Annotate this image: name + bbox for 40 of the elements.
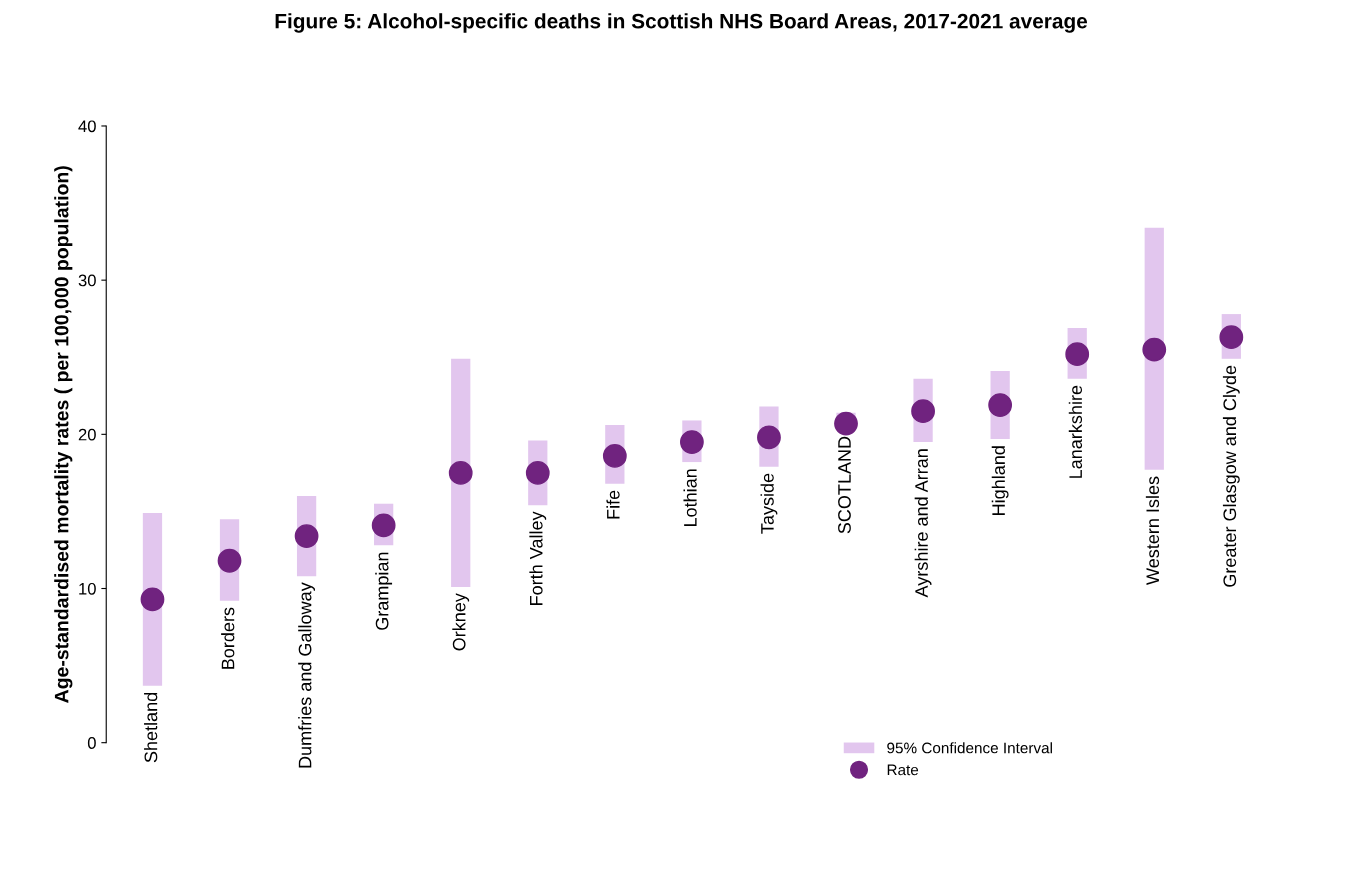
point	[140, 587, 165, 612]
point	[1219, 325, 1244, 350]
point	[217, 548, 242, 573]
y-tick-label: 20	[78, 428, 96, 441]
point	[602, 444, 627, 468]
x-tick-label: Lothian	[683, 469, 697, 526]
y-tick-label: 40	[78, 120, 96, 133]
point	[1065, 342, 1090, 367]
x-tick-label: SCOTLAND	[838, 436, 851, 534]
x-tick-label: Greater Glasgow and Clyde	[1222, 365, 1240, 587]
legend-label: Rate	[887, 764, 919, 776]
x-tick-label: Tayside	[760, 473, 778, 534]
point	[988, 393, 1013, 417]
x-tick-label: Borders	[221, 607, 235, 669]
point	[294, 524, 319, 548]
y-tick-label: 0	[87, 737, 96, 749]
point	[911, 399, 935, 424]
x-tick-label: Grampian	[375, 552, 393, 630]
point	[448, 460, 473, 485]
legend-label: 95% Confidence Interval	[887, 742, 1052, 754]
x-tick-label: Western Isles	[1145, 476, 1160, 585]
x-tick-label: Shetland	[144, 692, 158, 763]
point	[834, 411, 858, 436]
y-tick-label: 10	[79, 582, 96, 595]
point	[525, 460, 550, 485]
x-tick-label: Ayrshire and Arran	[914, 449, 932, 598]
x-tick-label: Fife	[606, 490, 620, 519]
y-tick-label: 30	[78, 274, 96, 287]
x-tick-label: Forth Valley	[529, 511, 547, 605]
chart-title: Figure 5: Alcohol-specific deaths in Scottish NHS Board Areas, 2017-2021 average	[275, 13, 1088, 33]
point	[680, 430, 704, 454]
x-tick-label: Orkney	[452, 593, 470, 651]
x-tick-label: Lanarkshire	[1068, 385, 1083, 478]
bar	[1144, 227, 1164, 470]
x-tick-label: Dumfries and Galloway	[298, 582, 316, 768]
y-axis-title: Age-standardised mortality rates ( per 100,000 population)	[54, 166, 73, 703]
x-tick-label: Highland	[991, 446, 1009, 515]
point	[1142, 337, 1167, 362]
point	[371, 513, 396, 538]
point	[757, 425, 781, 450]
